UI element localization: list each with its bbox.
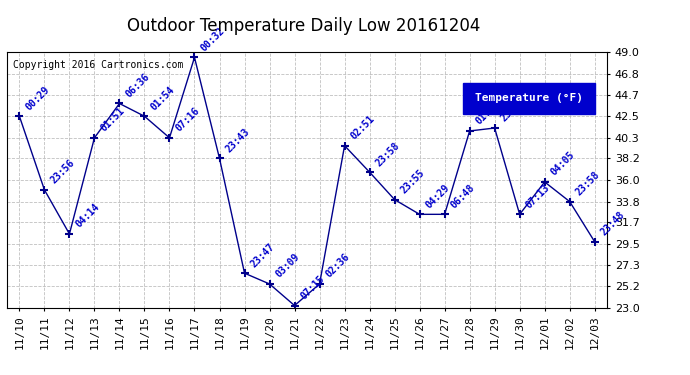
Text: 07:13: 07:13 <box>524 182 552 210</box>
Text: 06:36: 06:36 <box>124 72 152 99</box>
Text: 06:48: 06:48 <box>448 182 477 210</box>
Text: 00:32: 00:32 <box>199 26 226 53</box>
Text: 23:57: 23:57 <box>499 96 526 124</box>
Text: 23:48: 23:48 <box>599 210 627 238</box>
Text: Temperature (°F): Temperature (°F) <box>475 93 583 104</box>
Text: 07:16: 07:16 <box>174 106 201 134</box>
Text: 04:14: 04:14 <box>74 202 101 230</box>
Text: 04:29: 04:29 <box>424 182 452 210</box>
Text: Copyright 2016 Cartronics.com: Copyright 2016 Cartronics.com <box>13 60 184 70</box>
Text: Outdoor Temperature Daily Low 20161204: Outdoor Temperature Daily Low 20161204 <box>127 17 480 35</box>
Text: 07:15: 07:15 <box>299 273 326 302</box>
FancyBboxPatch shape <box>463 83 595 114</box>
Text: 01:42: 01:42 <box>474 99 502 127</box>
Text: 00:29: 00:29 <box>23 84 52 112</box>
Text: 04:05: 04:05 <box>549 150 577 178</box>
Text: 23:43: 23:43 <box>224 126 252 154</box>
Text: 01:51: 01:51 <box>99 106 126 134</box>
Text: 23:58: 23:58 <box>374 140 402 168</box>
Text: 23:47: 23:47 <box>248 241 277 269</box>
Text: 02:36: 02:36 <box>324 252 352 280</box>
Text: 23:56: 23:56 <box>48 158 77 186</box>
Text: 03:09: 03:09 <box>274 252 302 280</box>
Text: 23:58: 23:58 <box>574 170 602 197</box>
Text: 23:55: 23:55 <box>399 168 426 195</box>
Text: 02:51: 02:51 <box>348 114 377 141</box>
Text: 01:54: 01:54 <box>148 84 177 112</box>
